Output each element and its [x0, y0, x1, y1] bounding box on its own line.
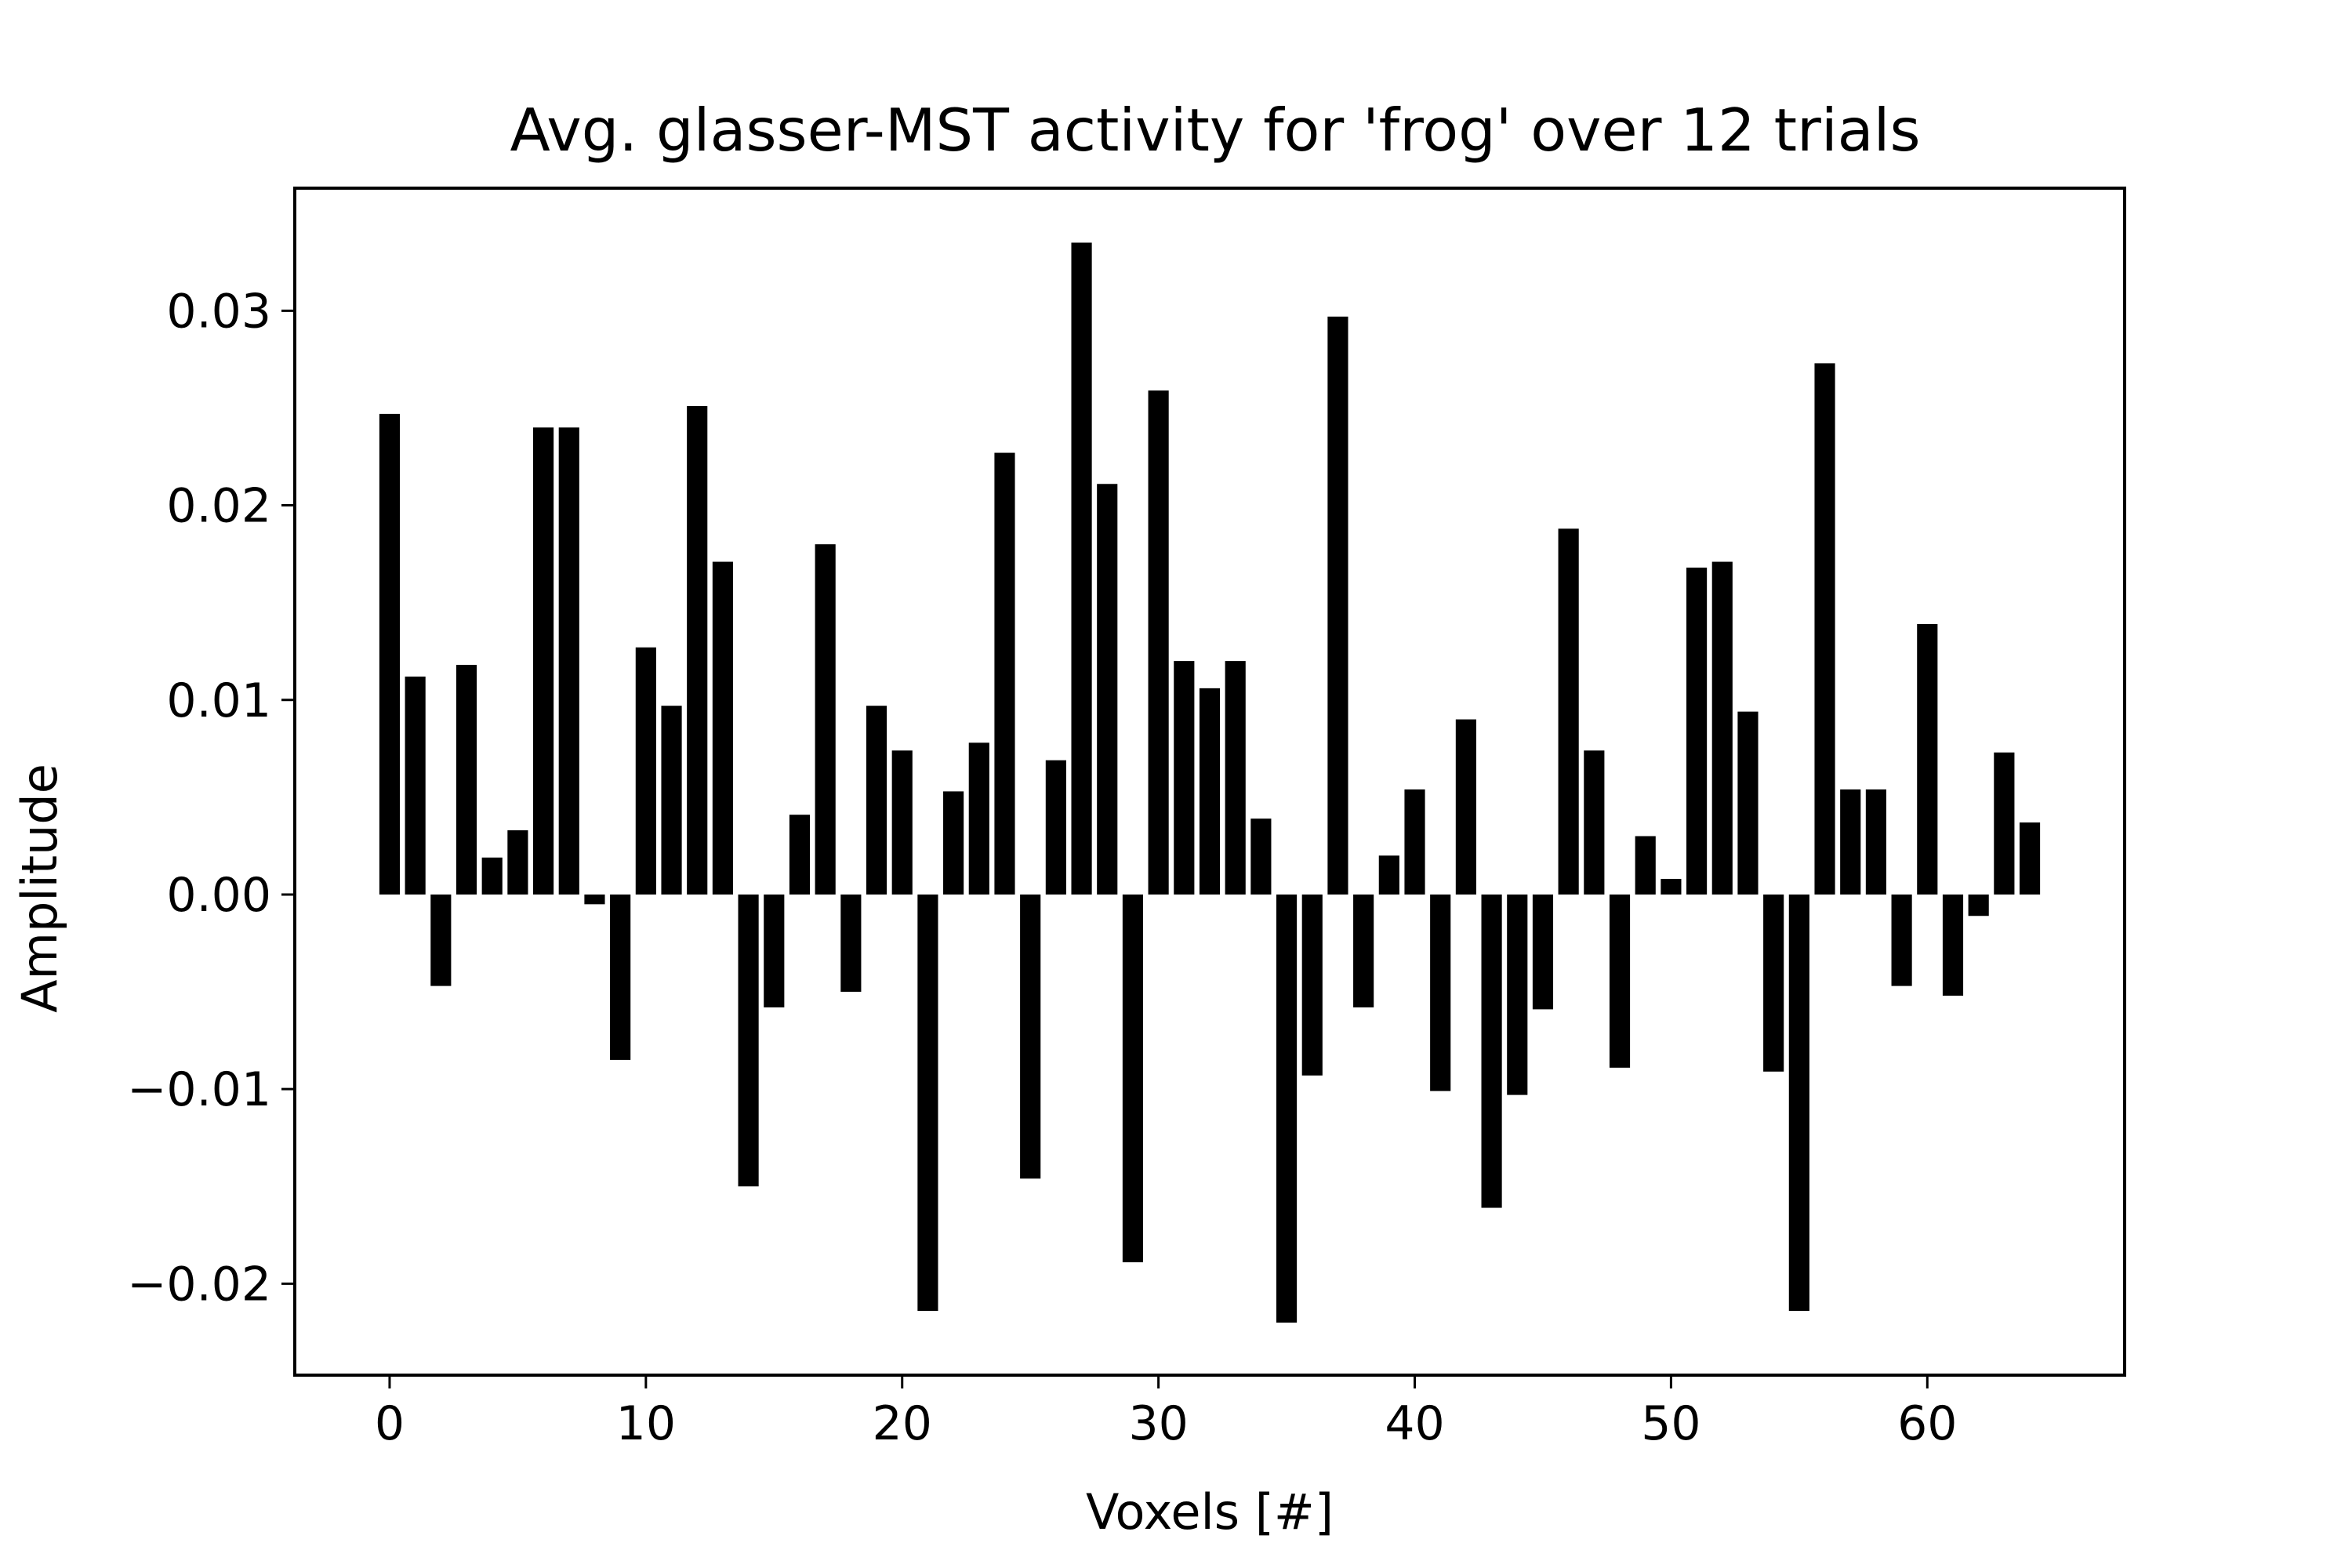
bar — [1635, 836, 1656, 895]
bar — [1148, 390, 1169, 895]
y-tick-label: 0.01 — [166, 673, 271, 728]
bar — [1711, 561, 1733, 895]
bar — [1994, 752, 2015, 895]
bar — [1942, 894, 1964, 996]
bar — [815, 544, 836, 895]
bar — [1865, 789, 1886, 895]
bar — [1737, 711, 1759, 895]
bar — [1174, 661, 1195, 895]
bar — [712, 561, 733, 895]
bar — [507, 830, 528, 895]
bar — [943, 791, 964, 895]
bar — [1763, 894, 1784, 1072]
chart-title: Avg. glasser-MST activity for 'frog' ove… — [510, 96, 1920, 165]
bar — [1968, 894, 1989, 916]
x-tick-label: 40 — [1385, 1396, 1444, 1451]
bar — [1840, 789, 1861, 895]
x-tick-label: 0 — [375, 1396, 405, 1451]
bar — [1481, 894, 1502, 1208]
bar — [687, 405, 708, 895]
bar — [968, 742, 989, 895]
x-tick-label: 10 — [616, 1396, 676, 1451]
x-tick-label: 20 — [873, 1396, 932, 1451]
bar — [1788, 894, 1809, 1312]
bar — [1378, 855, 1399, 895]
bar — [866, 706, 887, 895]
x-tick-label: 30 — [1128, 1396, 1188, 1451]
bar — [1327, 316, 1348, 895]
y-tick-label: −0.02 — [127, 1257, 271, 1312]
bar — [1199, 688, 1221, 895]
x-tick-label: 60 — [1897, 1396, 1957, 1451]
bar — [610, 894, 631, 1060]
x-axis-label: Voxels [#] — [1086, 1483, 1334, 1541]
bar — [1686, 567, 1708, 895]
bar — [1507, 894, 1528, 1095]
bar — [1609, 894, 1631, 1068]
bar — [1532, 894, 1554, 1010]
bar — [1225, 661, 1246, 895]
bar — [635, 647, 656, 895]
bar — [1097, 484, 1118, 895]
bar — [1122, 894, 1144, 1263]
bar — [661, 706, 682, 895]
bar — [379, 413, 401, 895]
bar — [994, 452, 1015, 895]
bar — [1404, 789, 1425, 895]
y-tick-label: 0.00 — [166, 868, 271, 923]
bar — [1455, 719, 1476, 895]
bar — [481, 857, 503, 895]
bar — [1353, 894, 1374, 1007]
bar — [456, 665, 477, 895]
bar — [1814, 363, 1835, 895]
bar — [840, 894, 862, 993]
bar — [764, 894, 785, 1007]
y-tick-label: 0.02 — [166, 479, 271, 534]
bar — [1071, 242, 1092, 895]
bar — [1917, 623, 1938, 895]
bar — [533, 427, 554, 895]
bar — [1891, 894, 1912, 986]
bar — [1661, 879, 1682, 895]
bar — [1276, 894, 1298, 1323]
bar — [584, 894, 605, 905]
bar — [430, 894, 452, 986]
bar — [1584, 750, 1605, 895]
bar — [1045, 760, 1066, 895]
y-tick-label: 0.03 — [166, 284, 271, 339]
bar — [2019, 822, 2041, 895]
x-axis-ticks: 0 10 20 30 40 50 60 — [375, 1375, 1957, 1451]
y-tick-label: −0.01 — [127, 1062, 271, 1117]
y-axis-ticks: −0.02 −0.01 0.00 0.01 0.02 0.03 — [127, 284, 295, 1312]
bar — [917, 894, 938, 1312]
y-axis-label: Amplitude — [11, 764, 68, 1013]
bar — [738, 894, 759, 1187]
plot-frame — [293, 187, 2126, 1377]
x-tick-label: 50 — [1641, 1396, 1700, 1451]
bar — [1430, 894, 1451, 1091]
bar — [891, 750, 913, 895]
bar — [558, 427, 579, 895]
bars-group — [379, 242, 2041, 1323]
bar — [1301, 894, 1323, 1076]
bar — [405, 676, 426, 895]
bar — [1558, 528, 1579, 895]
bar — [789, 815, 811, 895]
bar — [1020, 894, 1041, 1179]
bar — [1250, 818, 1272, 895]
